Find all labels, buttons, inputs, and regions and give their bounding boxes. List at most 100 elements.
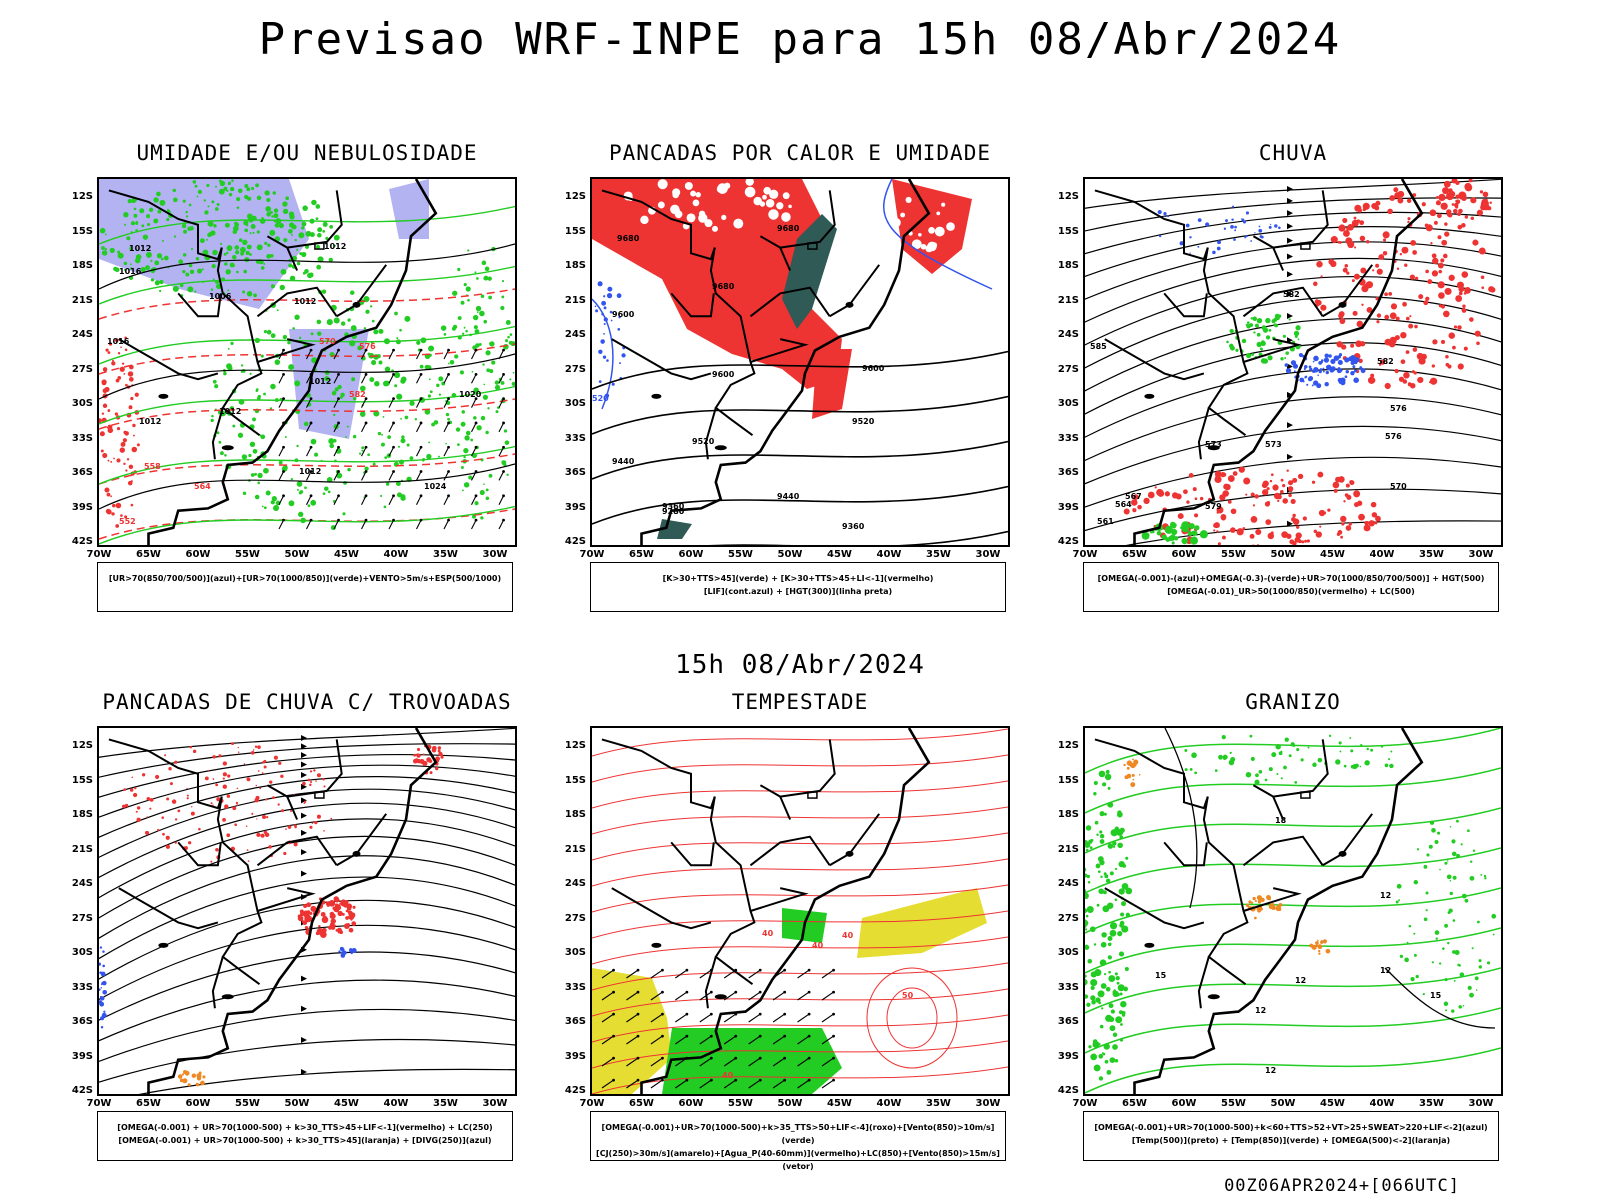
humid-low-level [457, 443, 460, 446]
contour-label: 18 [1275, 816, 1287, 825]
temp850-green [1275, 744, 1281, 750]
lat-tick-label: 39S [71, 1050, 93, 1062]
lon-tick-label: 40W [383, 549, 409, 560]
omega500-orange [1271, 905, 1276, 911]
rain-omega-red [1378, 254, 1385, 260]
rain-omega-red [1282, 483, 1286, 488]
humid-low-level [212, 379, 217, 384]
humid-low-level [278, 223, 284, 229]
humid-low-level [269, 253, 274, 258]
contour-label: 9280 [662, 507, 685, 516]
humid-low-level [213, 224, 217, 228]
wind-vector-head [392, 518, 395, 522]
temp850-green [1099, 859, 1105, 866]
thunder-risk-red [222, 777, 225, 780]
thunder-risk-orange [202, 1075, 206, 1079]
lon-tick-label: 30W [1468, 549, 1494, 560]
humid-low-level [473, 416, 477, 420]
humid-low-level [210, 418, 214, 423]
rain-omega-red [1262, 480, 1269, 487]
wind-vector [361, 471, 367, 481]
humid-low-level [156, 253, 163, 259]
temp850-green [1444, 861, 1448, 865]
border [1104, 338, 1205, 381]
rain-omega-blue [1352, 365, 1356, 369]
thunder-risk-red [164, 754, 167, 757]
wind-vector [601, 969, 614, 979]
rain-omega-red [1408, 323, 1414, 329]
streamline-arrow [301, 1005, 307, 1012]
humid-low-level [409, 456, 414, 461]
wind-vector [675, 1013, 688, 1023]
wind-vector [333, 349, 340, 360]
border [1252, 784, 1285, 820]
humid-low-level [216, 431, 220, 435]
omega500-orange [1123, 763, 1126, 767]
wind-vector-head [337, 470, 340, 473]
legend-chuva: [OMEGA(-0.001)-(azul)+OMEGA(-0.3)-(verde… [1083, 562, 1499, 612]
rain-omega-red [1314, 299, 1320, 304]
border [256, 835, 338, 867]
humid-low-level [249, 232, 252, 235]
rain-omega-blue [1234, 225, 1237, 229]
omega500-orange [1270, 902, 1275, 907]
thunder-risk-red [135, 810, 138, 813]
wind-vector-head [392, 372, 395, 376]
lifted-index-contour [598, 349, 603, 354]
humid-low-level [310, 438, 317, 445]
divergence-blue [100, 1016, 105, 1021]
humid-low-level [482, 363, 485, 366]
rain-omega-red [1351, 279, 1355, 283]
temp850-green [1101, 1007, 1104, 1010]
map-tempestade: 40 40 40 40 50 [590, 726, 1010, 1096]
clear-spot [690, 190, 697, 197]
rain-omega-red [1230, 527, 1236, 533]
thunder-risk-red [297, 914, 302, 919]
thunder-risk-orange [191, 1073, 197, 1078]
humid-low-level [455, 427, 461, 432]
humid-low-level [506, 473, 509, 477]
temp850-green [1109, 871, 1114, 876]
wind-vector-head [419, 397, 423, 401]
temp850-green [1099, 959, 1107, 966]
lat-tick-label: 24S [564, 878, 586, 889]
rain-omega-blue [1311, 384, 1314, 387]
thickness-red [108, 342, 113, 346]
rain-omega-blue [1242, 220, 1246, 224]
temp850-green [1456, 853, 1461, 858]
rain-omega-blue [1250, 240, 1253, 242]
temp850-green [1099, 811, 1105, 817]
lifted-index-contour [610, 319, 613, 322]
temp850-green [1121, 925, 1129, 933]
humid-low-level [294, 314, 300, 320]
temp850-green [1396, 883, 1402, 889]
wind-vector [361, 446, 367, 457]
thunder-risk-red [261, 772, 264, 774]
humid-low-level [288, 263, 293, 268]
rain-omega-red [1243, 477, 1251, 485]
thunder-risk-red [316, 773, 321, 778]
thunder-risk-red [416, 753, 421, 758]
temp850-green [1434, 930, 1440, 935]
humid-low-level [296, 444, 299, 448]
rain-omega-blue [1353, 377, 1359, 383]
lat-tick-label: 36S [564, 1016, 586, 1027]
border [611, 887, 712, 930]
thunder-risk-red [190, 811, 195, 816]
thunder-risk-orange [187, 1083, 191, 1087]
humid-low-level [194, 184, 198, 188]
lat-tick-label: 30S [1057, 398, 1079, 409]
humid-low-level [234, 221, 238, 226]
humid-low-level [204, 210, 209, 215]
temp850-green [1452, 919, 1456, 922]
rain-omega-blue [1158, 234, 1162, 238]
wind-vector [650, 1035, 663, 1045]
humid-low-level [364, 466, 369, 471]
rain-omega-red [1328, 258, 1335, 265]
thickness-red [102, 367, 108, 372]
border [336, 813, 388, 867]
wind-vector [443, 374, 450, 384]
wind-vector [797, 1057, 810, 1067]
rain-omega-red [1349, 480, 1355, 486]
thunder-risk-red [263, 830, 268, 835]
